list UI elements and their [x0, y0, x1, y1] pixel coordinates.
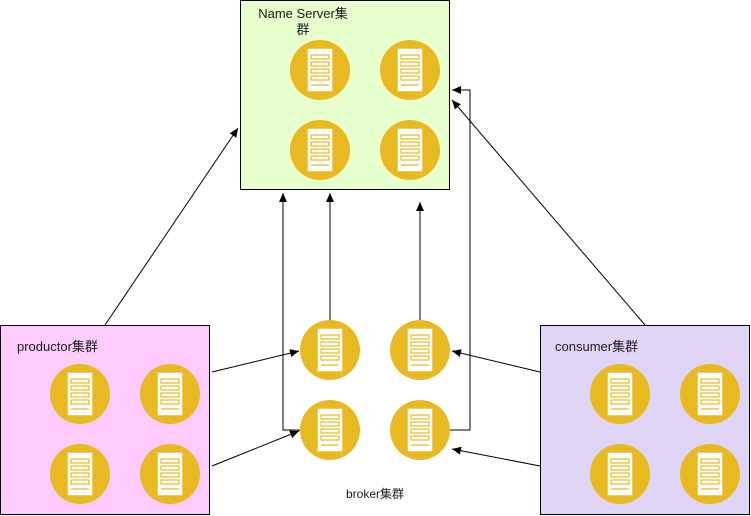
server-icon — [696, 371, 724, 417]
server-icon — [306, 127, 334, 173]
broker-cluster-label: broker集群 — [346, 487, 405, 501]
consumer-server-3[interactable] — [590, 444, 650, 504]
nameserver-cluster-label: Name Server集群 — [258, 6, 348, 37]
nameserver-server-4[interactable] — [380, 120, 440, 180]
server-icon — [316, 327, 344, 373]
server-icon — [156, 451, 184, 497]
server-icon — [696, 451, 724, 497]
server-icon — [156, 371, 184, 417]
server-icon — [396, 127, 424, 173]
producer-to-broker-arrow-2 — [211, 430, 300, 467]
consumer-to-nameserver-arrow — [451, 99, 646, 326]
consumer-server-4[interactable] — [680, 444, 740, 504]
server-icon — [316, 407, 344, 453]
consumer-to-broker-arrow-2 — [451, 446, 541, 467]
broker-server-2[interactable] — [390, 320, 450, 380]
server-icon — [406, 407, 434, 453]
broker-server-4[interactable] — [390, 400, 450, 460]
server-icon — [306, 47, 334, 93]
consumer-to-broker-arrow-1 — [451, 349, 541, 373]
server-icon — [606, 451, 634, 497]
producer-to-broker-arrow-1 — [211, 349, 300, 373]
broker-to-nameserver-arrow-4 — [450, 86, 471, 431]
broker-server-3[interactable] — [300, 400, 360, 460]
server-icon — [406, 327, 434, 373]
consumer-server-1[interactable] — [590, 364, 650, 424]
server-icon — [396, 47, 424, 93]
nameserver-server-1[interactable] — [290, 40, 350, 100]
producer-server-2[interactable] — [140, 364, 200, 424]
producer-to-nameserver-arrow — [104, 127, 239, 326]
nameserver-server-3[interactable] — [290, 120, 350, 180]
server-icon — [606, 371, 634, 417]
consumer-server-2[interactable] — [680, 364, 740, 424]
broker-to-nameserver-arrow-3 — [279, 193, 300, 431]
producer-cluster-label: productor集群 — [17, 339, 98, 354]
server-icon — [66, 451, 94, 497]
producer-server-1[interactable] — [50, 364, 110, 424]
nameserver-server-2[interactable] — [380, 40, 440, 100]
server-icon — [66, 371, 94, 417]
producer-server-3[interactable] — [50, 444, 110, 504]
broker-server-1[interactable] — [300, 320, 360, 380]
consumer-cluster-label: consumer集群 — [555, 339, 639, 354]
producer-server-4[interactable] — [140, 444, 200, 504]
